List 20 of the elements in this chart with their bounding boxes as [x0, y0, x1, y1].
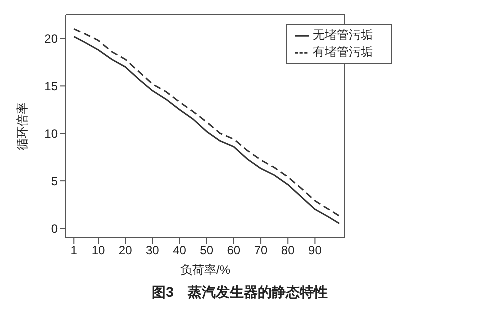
x-tick-label: 80 — [281, 244, 296, 258]
x-tick-label: 20 — [118, 244, 133, 258]
y-tick-label: 10 — [44, 126, 58, 141]
x-tick-label: 50 — [200, 244, 214, 258]
y-axis-title: 循环倍率 — [15, 102, 30, 150]
x-tick-label: 90 — [308, 244, 322, 258]
x-tick-label: 70 — [254, 244, 268, 258]
x-tick-label: 10 — [92, 244, 106, 258]
x-axis-title: 负荷率/% — [180, 263, 231, 277]
x-tick-label: 1 — [70, 244, 78, 258]
x-tick-label: 30 — [146, 244, 160, 258]
y-tick-label: 5 — [51, 174, 58, 188]
y-tick-label: 15 — [44, 79, 58, 94]
x-tick-label: 60 — [227, 244, 241, 258]
legend-label: 无堵管污垢 — [313, 28, 373, 42]
x-tick-label: 40 — [173, 244, 187, 258]
y-tick-label: 20 — [44, 32, 58, 46]
text: 图3 蒸汽发生器的静态特性 — [151, 284, 329, 302]
y-tick-label: 0 — [51, 222, 58, 236]
legend-label: 有堵管污垢 — [313, 45, 373, 59]
